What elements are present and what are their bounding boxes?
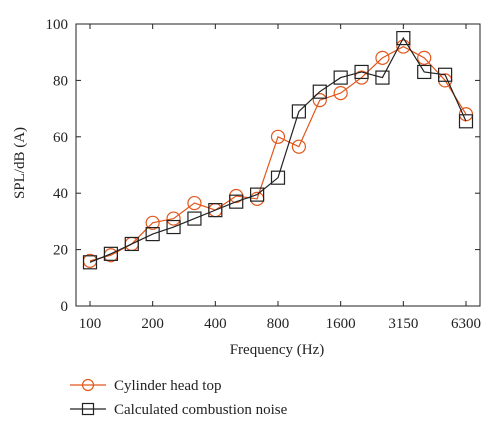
data-point-circle bbox=[145, 215, 160, 230]
data-point-square bbox=[187, 211, 202, 226]
series-group bbox=[82, 31, 474, 270]
y-tick-label: 0 bbox=[61, 299, 69, 315]
x-tick-label: 6300 bbox=[451, 316, 481, 332]
data-point-square bbox=[354, 64, 369, 80]
series-combustion-noise bbox=[82, 31, 474, 270]
data-point-circle bbox=[333, 85, 348, 101]
data-point-square bbox=[250, 187, 265, 202]
y-tick-label: 20 bbox=[53, 243, 68, 259]
data-point-circle bbox=[270, 129, 286, 144]
data-point-circle bbox=[291, 139, 306, 154]
data-point-circle bbox=[187, 195, 202, 211]
data-point-square bbox=[396, 31, 411, 46]
series-line bbox=[89, 45, 467, 262]
legend: Cylinder head top Calculated combustion n… bbox=[70, 378, 288, 418]
data-point-circle bbox=[417, 50, 432, 65]
plot-frame-border bbox=[75, 23, 481, 307]
data-point-square bbox=[458, 114, 474, 129]
data-point-square bbox=[229, 194, 244, 209]
y-tick-label: 80 bbox=[53, 73, 68, 89]
legend-marker-circle bbox=[81, 378, 95, 392]
data-point-square bbox=[124, 236, 139, 252]
data-point-square bbox=[208, 203, 223, 218]
legend-label: Cylinder head top bbox=[114, 378, 221, 394]
data-point-square bbox=[438, 67, 453, 82]
data-point-square bbox=[145, 226, 160, 242]
data-point-circle bbox=[166, 211, 181, 226]
data-point-square bbox=[166, 219, 181, 235]
data-point-circle bbox=[375, 50, 390, 65]
data-point-circle bbox=[396, 39, 411, 54]
legend-marker-square bbox=[81, 402, 95, 416]
legend-item: Calculated combustion noise bbox=[70, 402, 288, 418]
x-tick-label: 200 bbox=[141, 316, 164, 332]
x-tick-label: 1600 bbox=[326, 316, 356, 332]
y-tick-label: 60 bbox=[53, 130, 68, 146]
x-tick-label: 400 bbox=[204, 316, 227, 332]
data-point-square bbox=[375, 70, 390, 85]
data-point-square bbox=[270, 170, 286, 185]
legend-label: Calculated combustion noise bbox=[114, 402, 288, 418]
axis-ticks: 0 20 40 60 80 100 100 200 400 800 1600 3150 6300 bbox=[46, 17, 482, 332]
legend-item: Cylinder head top bbox=[70, 378, 221, 394]
data-point-square bbox=[291, 104, 306, 119]
data-point-circle bbox=[312, 93, 327, 108]
data-point-square bbox=[417, 64, 432, 80]
y-tick-label: 100 bbox=[46, 17, 69, 33]
x-tick-label: 3150 bbox=[388, 316, 418, 332]
x-tick-label: 100 bbox=[79, 316, 102, 332]
y-axis-title: SPL/dB (A) bbox=[12, 127, 28, 199]
x-axis-title: Frequency (Hz) bbox=[230, 342, 325, 358]
y-tick-label: 40 bbox=[53, 186, 68, 202]
data-point-square bbox=[82, 255, 98, 270]
data-point-square bbox=[312, 84, 327, 99]
x-tick-label: 800 bbox=[267, 316, 290, 332]
plot-frame bbox=[75, 23, 481, 307]
series-line bbox=[89, 36, 467, 263]
data-point-square bbox=[333, 70, 348, 85]
data-point-square bbox=[103, 246, 118, 261]
series-cylinder-head-top bbox=[82, 39, 474, 268]
